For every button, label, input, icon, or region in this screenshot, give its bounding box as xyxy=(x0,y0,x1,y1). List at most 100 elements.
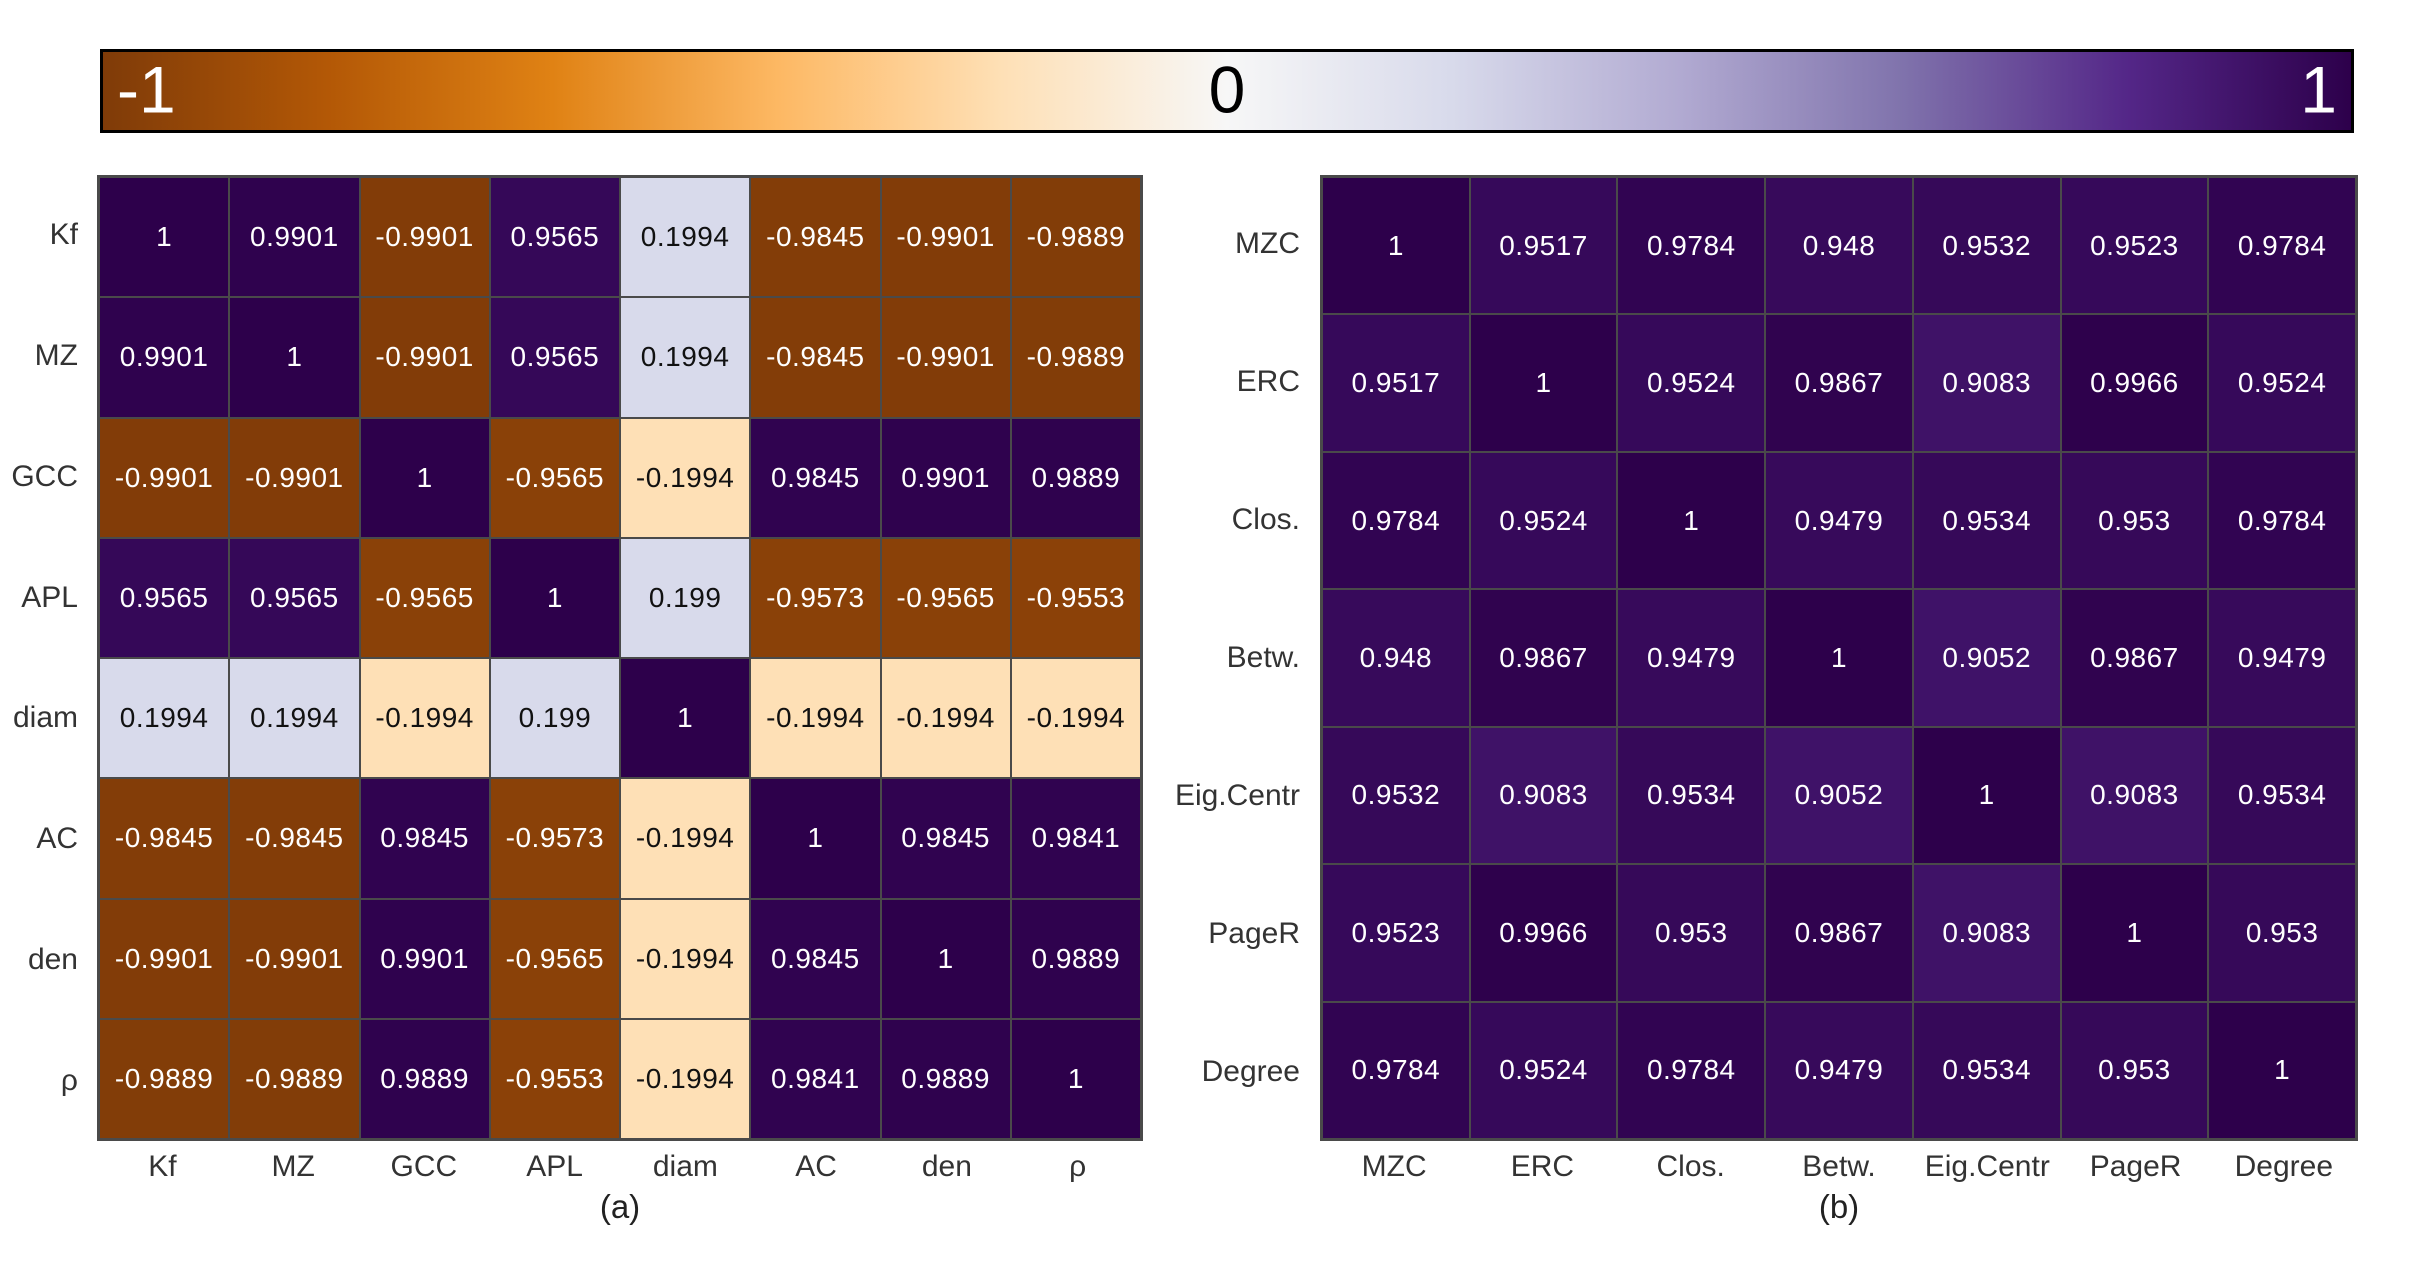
heatmap-cell: -0.1994 xyxy=(881,659,1010,778)
row-label: Kf xyxy=(49,218,78,252)
heatmap-cell: 0.9784 xyxy=(1618,178,1765,314)
heatmap-cell: -0.9553 xyxy=(1011,538,1140,657)
heatmap-cell: 0.9083 xyxy=(1470,727,1617,864)
heatmap-cell: -0.9573 xyxy=(490,779,619,898)
heatmap-cell: 0.948 xyxy=(1766,178,1912,314)
heatmap-cell: 0.9901 xyxy=(100,298,229,417)
heatmap-cell: -0.9553 xyxy=(490,1019,619,1138)
heatmap-cell: 0.9479 xyxy=(1618,590,1765,726)
heatmap-cell: 0.199 xyxy=(490,659,619,778)
heatmap-cell: 1 xyxy=(100,178,229,297)
heatmap-cell: 0.9083 xyxy=(1913,315,2060,451)
row-label: MZC xyxy=(1235,227,1300,260)
heatmap-cell: -0.9845 xyxy=(230,779,359,898)
row-label: Clos. xyxy=(1231,503,1300,536)
row-label: ERC xyxy=(1236,365,1300,398)
heatmap-cell: -0.9901 xyxy=(230,899,359,1018)
row-label: Betw. xyxy=(1226,641,1300,674)
colorbar-max-label: 1 xyxy=(2300,52,2337,127)
heatmap-cell: 0.1994 xyxy=(621,298,750,417)
heatmap-cell: -0.9889 xyxy=(100,1019,229,1138)
column-label: Degree xyxy=(2234,1150,2334,1183)
heatmap-cell: 0.9534 xyxy=(1913,1002,2060,1138)
heatmap-cell: 0.9889 xyxy=(1011,418,1140,537)
heatmap-cell: -0.9901 xyxy=(360,298,489,417)
heatmap-cell: 1 xyxy=(230,298,359,417)
heatmap-cell: -0.1994 xyxy=(621,1019,750,1138)
heatmap-cell: 0.9052 xyxy=(1766,727,1912,864)
row-label: PageR xyxy=(1208,917,1300,950)
heatmap-cell: 0.9565 xyxy=(490,178,619,297)
heatmap-cell: 0.9565 xyxy=(230,538,359,657)
row-label: Degree xyxy=(1201,1055,1300,1088)
heatmap-cell: 0.9784 xyxy=(2209,178,2355,314)
heatmap-a: 1 0.9901 -0.9901 0.9565 0.1994 -0.9845 -0.9901… xyxy=(97,175,1143,1141)
heatmap-cell: 0.9966 xyxy=(1470,865,1617,1001)
heatmap-cell: 1 xyxy=(1011,1019,1140,1138)
heatmap-cell: 0.9889 xyxy=(881,1019,1010,1138)
heatmap-cell: 0.9841 xyxy=(1011,779,1140,898)
heatmap-cell: 0.1994 xyxy=(621,178,750,297)
row-label: AC xyxy=(36,822,78,856)
heatmap-cell: 0.9532 xyxy=(1913,178,2060,314)
heatmap-cell: 0.953 xyxy=(2061,452,2208,589)
heatmap-cell: 0.9901 xyxy=(360,899,489,1018)
heatmap-cell: 0.9867 xyxy=(2061,590,2208,726)
heatmap-cell: 1 xyxy=(490,538,619,657)
heatmap-cell: 0.9524 xyxy=(2209,315,2355,451)
heatmap-cell: 0.9524 xyxy=(1470,1002,1617,1138)
heatmap-cell: -0.1994 xyxy=(360,659,489,778)
colorbar: -1 0 1 xyxy=(100,49,2354,133)
heatmap-cell: 1 xyxy=(1470,315,1617,451)
heatmap-cell: 0.9565 xyxy=(490,298,619,417)
heatmap-cell: 0.9052 xyxy=(1913,590,2060,726)
heatmap-b-column-labels: MZC ERC Clos. Betw. Eig.Centr PageR Degree xyxy=(1320,1147,2358,1187)
heatmap-cell: 0.9901 xyxy=(881,418,1010,537)
column-label: ρ xyxy=(1069,1150,1087,1183)
heatmap-cell: -0.9901 xyxy=(881,178,1010,297)
heatmap-cell: 0.953 xyxy=(1618,865,1765,1001)
column-label: diam xyxy=(652,1150,718,1183)
heatmap-cell: -0.9901 xyxy=(360,178,489,297)
heatmap-cell: 0.9517 xyxy=(1470,178,1617,314)
heatmap-cell: 0.9784 xyxy=(1618,1002,1765,1138)
column-label: AC xyxy=(795,1150,837,1183)
heatmap-cell: -0.9901 xyxy=(881,298,1010,417)
heatmap-cell: 0.953 xyxy=(2061,1002,2208,1138)
heatmap-cell: 0.9784 xyxy=(2209,452,2355,589)
heatmap-cell: 1 xyxy=(1323,178,1469,314)
column-label: den xyxy=(921,1150,972,1183)
row-label: diam xyxy=(12,701,78,735)
heatmap-cell: 0.9534 xyxy=(1913,452,2060,589)
row-label: MZ xyxy=(34,339,78,373)
heatmap-cell: 0.9524 xyxy=(1618,315,1765,451)
heatmap-cell: -0.9845 xyxy=(751,298,880,417)
row-label: APL xyxy=(21,580,78,614)
row-label: den xyxy=(27,942,78,976)
heatmap-cell: -0.9573 xyxy=(751,538,880,657)
heatmap-cell: 0.9845 xyxy=(751,899,880,1018)
heatmap-cell: -0.1994 xyxy=(621,779,750,898)
heatmap-cell: 0.953 xyxy=(2209,865,2355,1001)
heatmap-cell: -0.1994 xyxy=(621,418,750,537)
heatmap-cell: 0.9532 xyxy=(1323,727,1469,864)
heatmap-cell: 0.9479 xyxy=(1766,452,1912,589)
heatmap-cell: -0.1994 xyxy=(751,659,880,778)
row-label: ρ xyxy=(60,1063,78,1097)
heatmap-b: 1 0.9517 0.9784 0.948 0.9532 0.9523 0.9784 0.95… xyxy=(1320,175,2358,1141)
row-label: GCC xyxy=(11,459,78,493)
heatmap-cell: -0.9889 xyxy=(1011,298,1140,417)
heatmap-cell: 0.9534 xyxy=(2209,727,2355,864)
heatmap-b-row-labels: MZC ERC Clos. Betw. Eig.Centr PageR Degree xyxy=(1098,175,1310,1141)
heatmap-cell: 0.9479 xyxy=(2209,590,2355,726)
heatmap-cell: 0.9867 xyxy=(1470,590,1617,726)
heatmap-cell: 0.9845 xyxy=(881,779,1010,898)
heatmap-a-column-labels: Kf MZ GCC APL diam AC den ρ xyxy=(97,1147,1143,1187)
column-label: Clos. xyxy=(1656,1150,1725,1183)
heatmap-cell: -0.9565 xyxy=(490,899,619,1018)
heatmap-cell: -0.9845 xyxy=(100,779,229,898)
heatmap-cell: 0.9524 xyxy=(1470,452,1617,589)
heatmap-a-row-labels: Kf MZ GCC APL diam AC den ρ xyxy=(0,175,88,1141)
caption-b: (b) xyxy=(1818,1188,1860,1225)
heatmap-cell: 0.9966 xyxy=(2061,315,2208,451)
